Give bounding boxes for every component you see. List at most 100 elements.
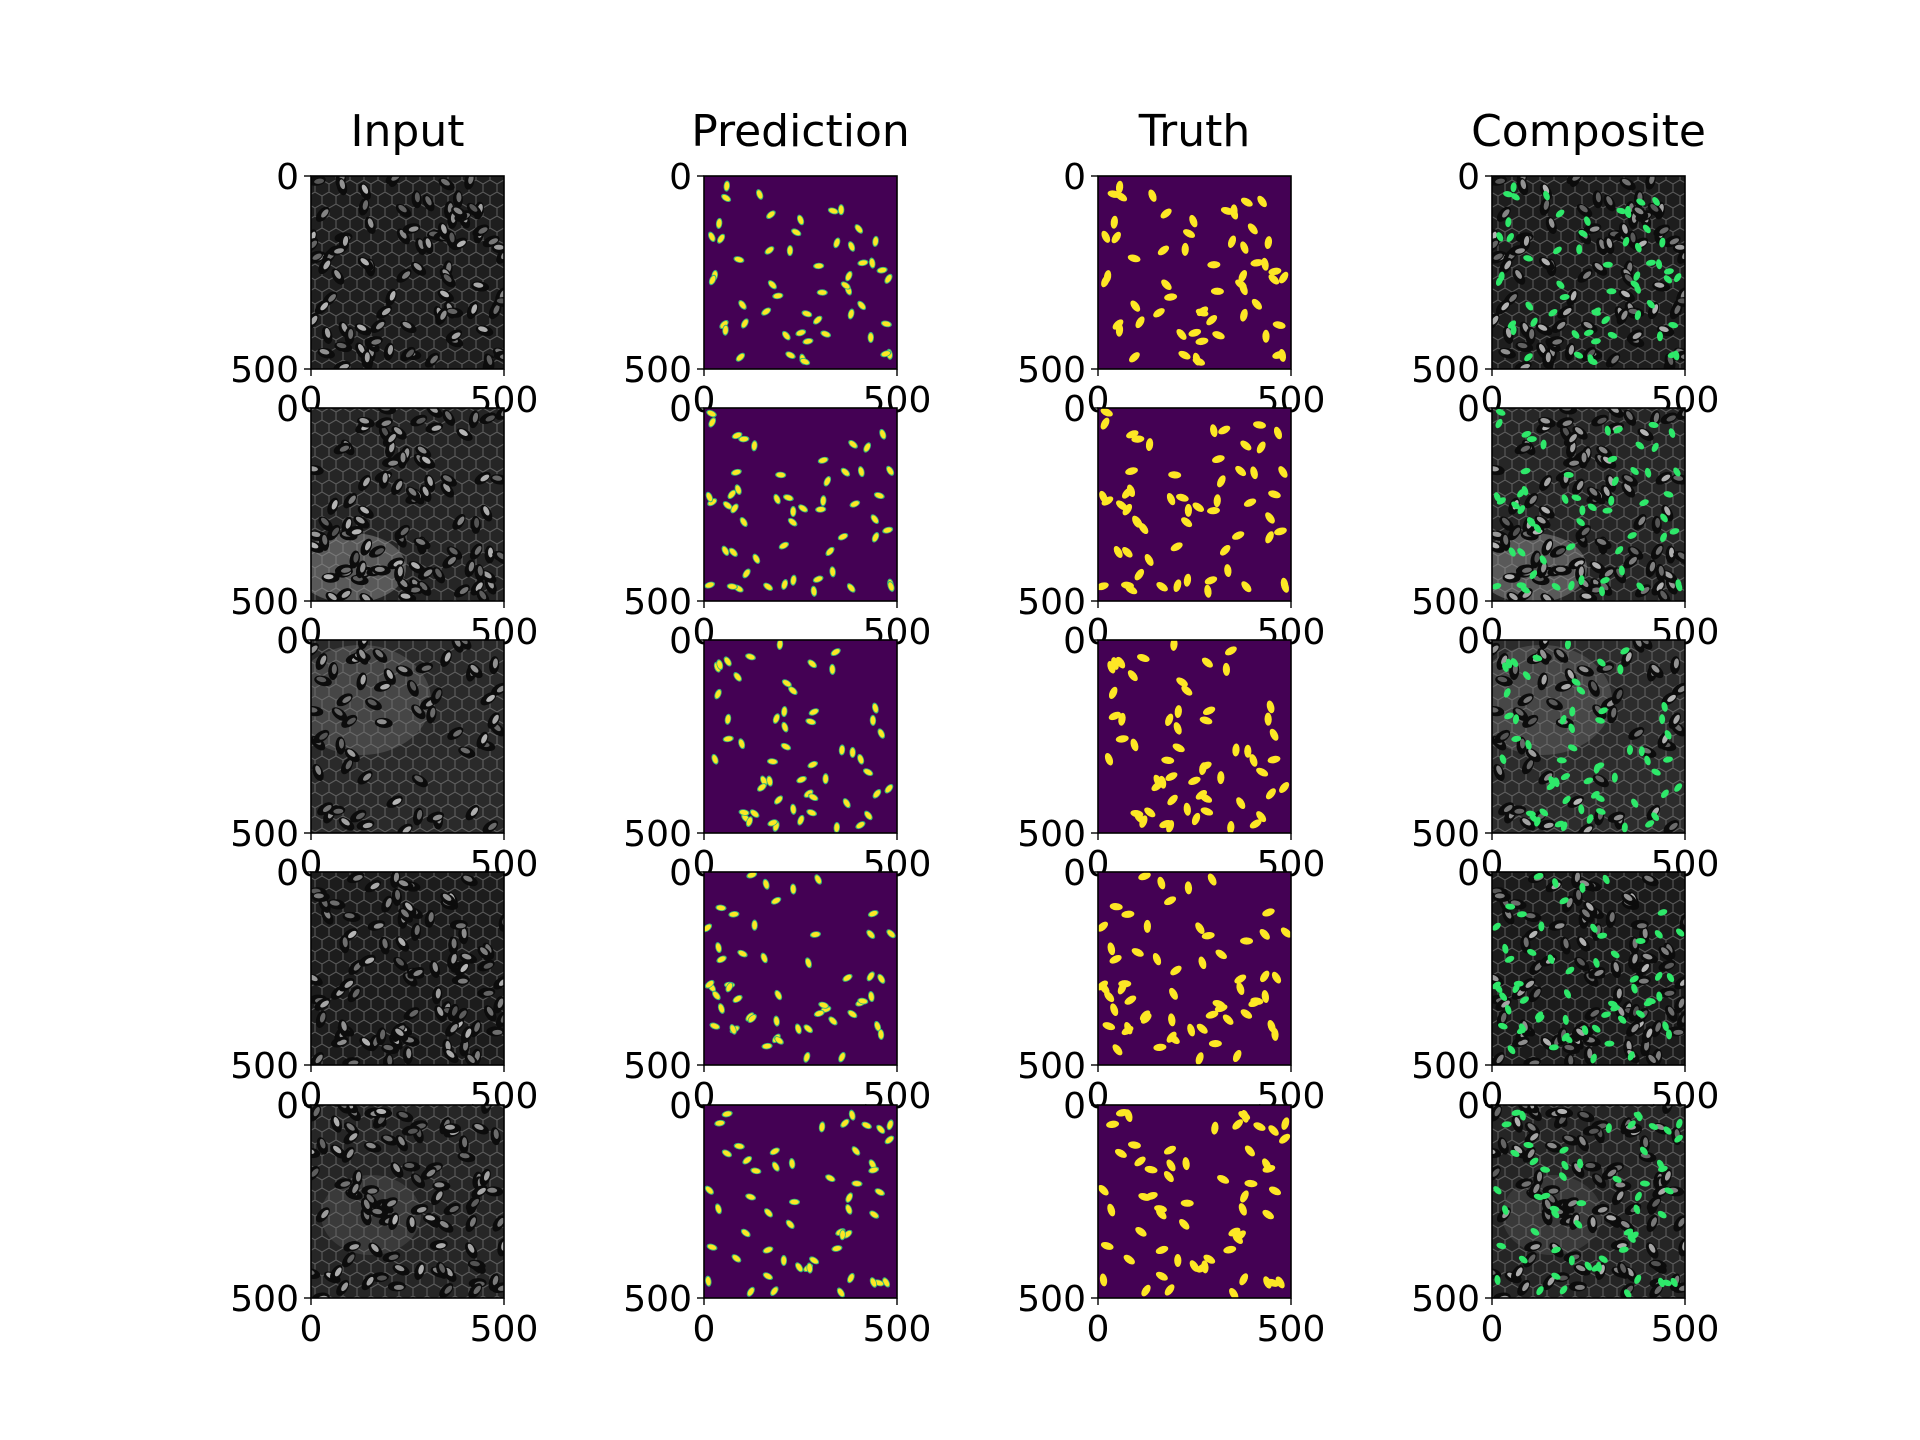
composite-object	[1495, 408, 1506, 416]
panel-image	[704, 640, 897, 833]
composite-object	[1590, 1053, 1597, 1064]
composite-object	[1524, 353, 1533, 362]
y-tick-label: 0	[1063, 853, 1086, 894]
truth-object	[1217, 475, 1226, 488]
truth-object	[1168, 471, 1182, 479]
truth-object	[1192, 357, 1206, 366]
composite-object	[1636, 198, 1646, 206]
truth-object	[1140, 1013, 1152, 1024]
truth-object	[1168, 1013, 1176, 1027]
truth-object	[1250, 259, 1264, 267]
composite-object	[1669, 528, 1680, 535]
composite-object	[1627, 1229, 1634, 1240]
y-tick-label: 500	[1017, 350, 1086, 391]
y-tick-label: 0	[1457, 157, 1480, 198]
truth-object	[1135, 316, 1145, 329]
truth-object	[1204, 576, 1218, 585]
truth-object	[1137, 654, 1150, 662]
panel-image	[1098, 872, 1291, 1065]
composite-object	[1551, 1246, 1561, 1254]
composite-object	[1563, 989, 1572, 999]
x-tick-label: 0	[693, 1309, 716, 1350]
truth-object	[1102, 1022, 1116, 1031]
panel-image	[1492, 408, 1685, 601]
truth-object	[1240, 937, 1254, 945]
composite-object	[1598, 586, 1605, 597]
truth-object	[1210, 287, 1224, 295]
composite-object	[1584, 1261, 1593, 1271]
truth-object	[1148, 189, 1157, 202]
truth-object	[1227, 235, 1237, 248]
composite-object	[1629, 975, 1639, 983]
truth-object	[1139, 815, 1148, 828]
composite-object	[1659, 237, 1666, 248]
truth-object	[1268, 267, 1282, 276]
composite-object	[1505, 903, 1516, 910]
truth-object	[1247, 223, 1258, 235]
truth-object	[1141, 1284, 1151, 1297]
y-tick-label: 500	[1017, 814, 1086, 855]
truth-object	[1235, 465, 1247, 477]
composite-object	[1504, 1004, 1512, 1015]
axes-frame	[310, 175, 505, 370]
y-tick-label: 0	[276, 853, 299, 894]
truth-object	[1253, 421, 1266, 429]
composite-object	[1505, 658, 1513, 669]
truth-object	[1124, 995, 1137, 1005]
truth-object	[1196, 1023, 1208, 1034]
truth-object	[1166, 492, 1176, 506]
truth-object	[1244, 1179, 1258, 1188]
composite-object	[1593, 763, 1600, 774]
truth-object	[1181, 685, 1193, 696]
truth-object	[1134, 568, 1145, 581]
composite-object	[1559, 1146, 1569, 1154]
panel-image	[311, 176, 504, 369]
composite-object	[1645, 820, 1655, 828]
composite-object	[1634, 310, 1642, 321]
composite-object	[1551, 582, 1561, 591]
composite-object	[1526, 436, 1537, 443]
truth-object	[1279, 1133, 1291, 1144]
composite-object	[1525, 740, 1532, 750]
truth-object	[1183, 573, 1192, 587]
axes-frame	[703, 639, 898, 834]
truth-object	[1184, 503, 1192, 517]
composite-object	[1608, 495, 1615, 506]
truth-object	[1183, 802, 1191, 816]
composite-object	[1578, 804, 1585, 815]
axes-frame	[1491, 639, 1686, 834]
composite-object	[1511, 735, 1522, 742]
composite-object	[1563, 471, 1574, 478]
truth-object	[1107, 190, 1121, 198]
y-tick-label: 0	[1063, 157, 1086, 198]
composite-object	[1651, 442, 1659, 453]
truth-object	[1170, 965, 1182, 976]
composite-object	[1597, 658, 1606, 667]
truth-object	[1098, 582, 1109, 591]
truth-object	[1262, 908, 1275, 917]
truth-object	[1174, 705, 1182, 719]
panel-image	[311, 640, 504, 833]
composite-object	[1588, 358, 1598, 365]
composite-object	[1493, 492, 1501, 502]
y-tick-label: 0	[669, 853, 692, 894]
truth-object	[1100, 1241, 1114, 1250]
truth-object	[1268, 1125, 1279, 1136]
truth-object	[1129, 352, 1140, 363]
y-tick-label: 0	[1457, 1086, 1480, 1127]
x-tick-label: 0	[1087, 1309, 1110, 1350]
composite-object	[1510, 658, 1519, 668]
composite-object	[1547, 954, 1555, 964]
truth-object	[1124, 1022, 1133, 1035]
truth-object	[1138, 522, 1149, 535]
composite-object	[1635, 1111, 1643, 1122]
axes-frame	[1491, 175, 1686, 370]
composite-object	[1660, 789, 1669, 799]
composite-object	[1501, 1205, 1509, 1215]
truth-object	[1256, 441, 1266, 454]
